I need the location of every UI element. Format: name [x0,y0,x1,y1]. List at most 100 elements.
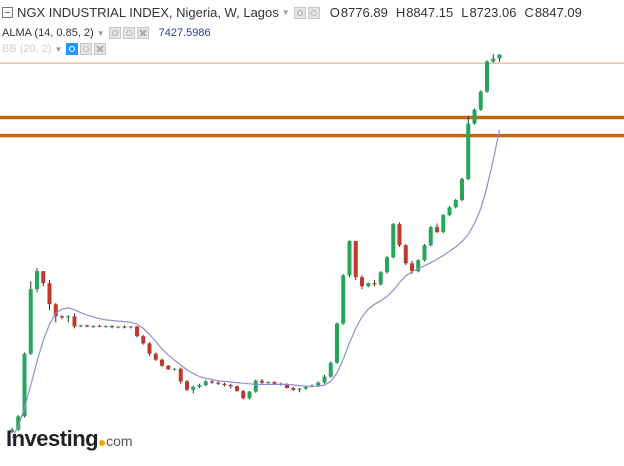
candle [66,315,71,323]
settings-icon[interactable] [307,6,320,19]
logo-dot [99,440,106,446]
candle [453,198,458,209]
candle-body-up [297,388,302,390]
candle [291,386,296,392]
candle-body-up [447,207,452,216]
candle-body-down [166,365,171,370]
candle-body-up [347,241,352,276]
legend-alma-row: ALMA (14, 0.85, 2) ▼ 7427.5986 [2,27,211,39]
investing-logo: Investing com [6,426,133,451]
candle-body-up [316,382,321,386]
candle [203,380,208,387]
candle [222,382,227,387]
candle [416,259,421,273]
eye-icon[interactable] [293,6,306,19]
candle [85,324,89,328]
candle-body-up [341,275,346,324]
candle [428,225,433,247]
candle [353,241,358,281]
candle-body-up [116,326,121,328]
candle [260,378,264,384]
candle-body-down [122,326,127,328]
candle-body-down [222,383,227,386]
candle [10,427,14,434]
candle-body-down [235,386,239,392]
settings-icon[interactable] [122,27,135,39]
close-value: C8847.09 [524,5,582,20]
candle [478,90,483,111]
eye-icon[interactable] [108,27,121,39]
candle [322,374,327,384]
candle [297,388,302,393]
candle [78,324,83,328]
candle [441,213,446,234]
candle-body-up [478,91,483,110]
candle [116,325,121,329]
close-icon[interactable] [136,27,149,39]
candle [253,379,258,393]
candle [435,223,439,234]
candle [185,380,189,392]
candle [466,116,471,181]
candle-body-up [172,368,177,370]
candles [10,54,502,434]
open-value: O8776.89 [329,5,388,20]
candle [166,365,171,370]
candle-body-down [41,271,46,284]
alma-line [11,129,501,439]
candle [235,385,239,392]
candle-body-up [485,61,489,92]
candle-body-down [53,304,58,317]
low-value: L8723.06 [461,5,517,20]
settings-icon[interactable] [80,43,93,55]
candle-body-up [66,316,71,318]
chart-title: NGX INDUSTRIAL INDEX, Nigeria, W, Lagos [17,5,279,20]
candle [378,271,383,286]
candle [47,280,52,311]
bb-label: BB (20, 2) [2,43,52,55]
candle-body-down [97,325,102,327]
candle [72,313,77,329]
candle [97,324,102,328]
candle [460,177,464,202]
eye-icon[interactable] [66,43,79,55]
candle [110,325,114,329]
candle [41,271,46,287]
candle-body-up [366,283,371,287]
candle-body-up [22,353,27,417]
candle-body-up [497,54,502,59]
candle-body-up [91,325,96,327]
candle [372,280,377,287]
candle-body-down [160,359,164,366]
candle-body-down [397,224,402,246]
candle [191,385,196,394]
candle-body-up [103,325,108,327]
candle-body-down [372,283,377,285]
candle [403,244,408,266]
candle-body-up [35,271,39,290]
candle [141,335,146,345]
collapse-icon[interactable] [2,7,13,18]
chevron-down-icon[interactable]: ▼ [281,8,290,17]
candle [360,275,364,290]
close-icon[interactable] [94,43,107,55]
candle-body-down [147,343,152,354]
candle-body-down [353,241,358,278]
horizontal-levels [0,62,624,138]
chevron-down-icon[interactable]: ▼ [54,44,63,54]
legend-main-row: NGX INDUSTRIAL INDEX, Nigeria, W, Lagos … [2,5,582,20]
candle-body-down [228,385,233,387]
candle [447,206,452,217]
candle [228,383,233,389]
candle-body-up [453,200,458,208]
candle-body-down [216,382,221,384]
candle-body-down [110,325,114,328]
candle-body-up [322,376,327,383]
candle-body-up [335,323,339,363]
candle [91,325,96,328]
chevron-down-icon[interactable]: ▼ [96,28,105,38]
candle-body-up [378,272,383,285]
candle [266,381,271,384]
candle [247,391,252,400]
